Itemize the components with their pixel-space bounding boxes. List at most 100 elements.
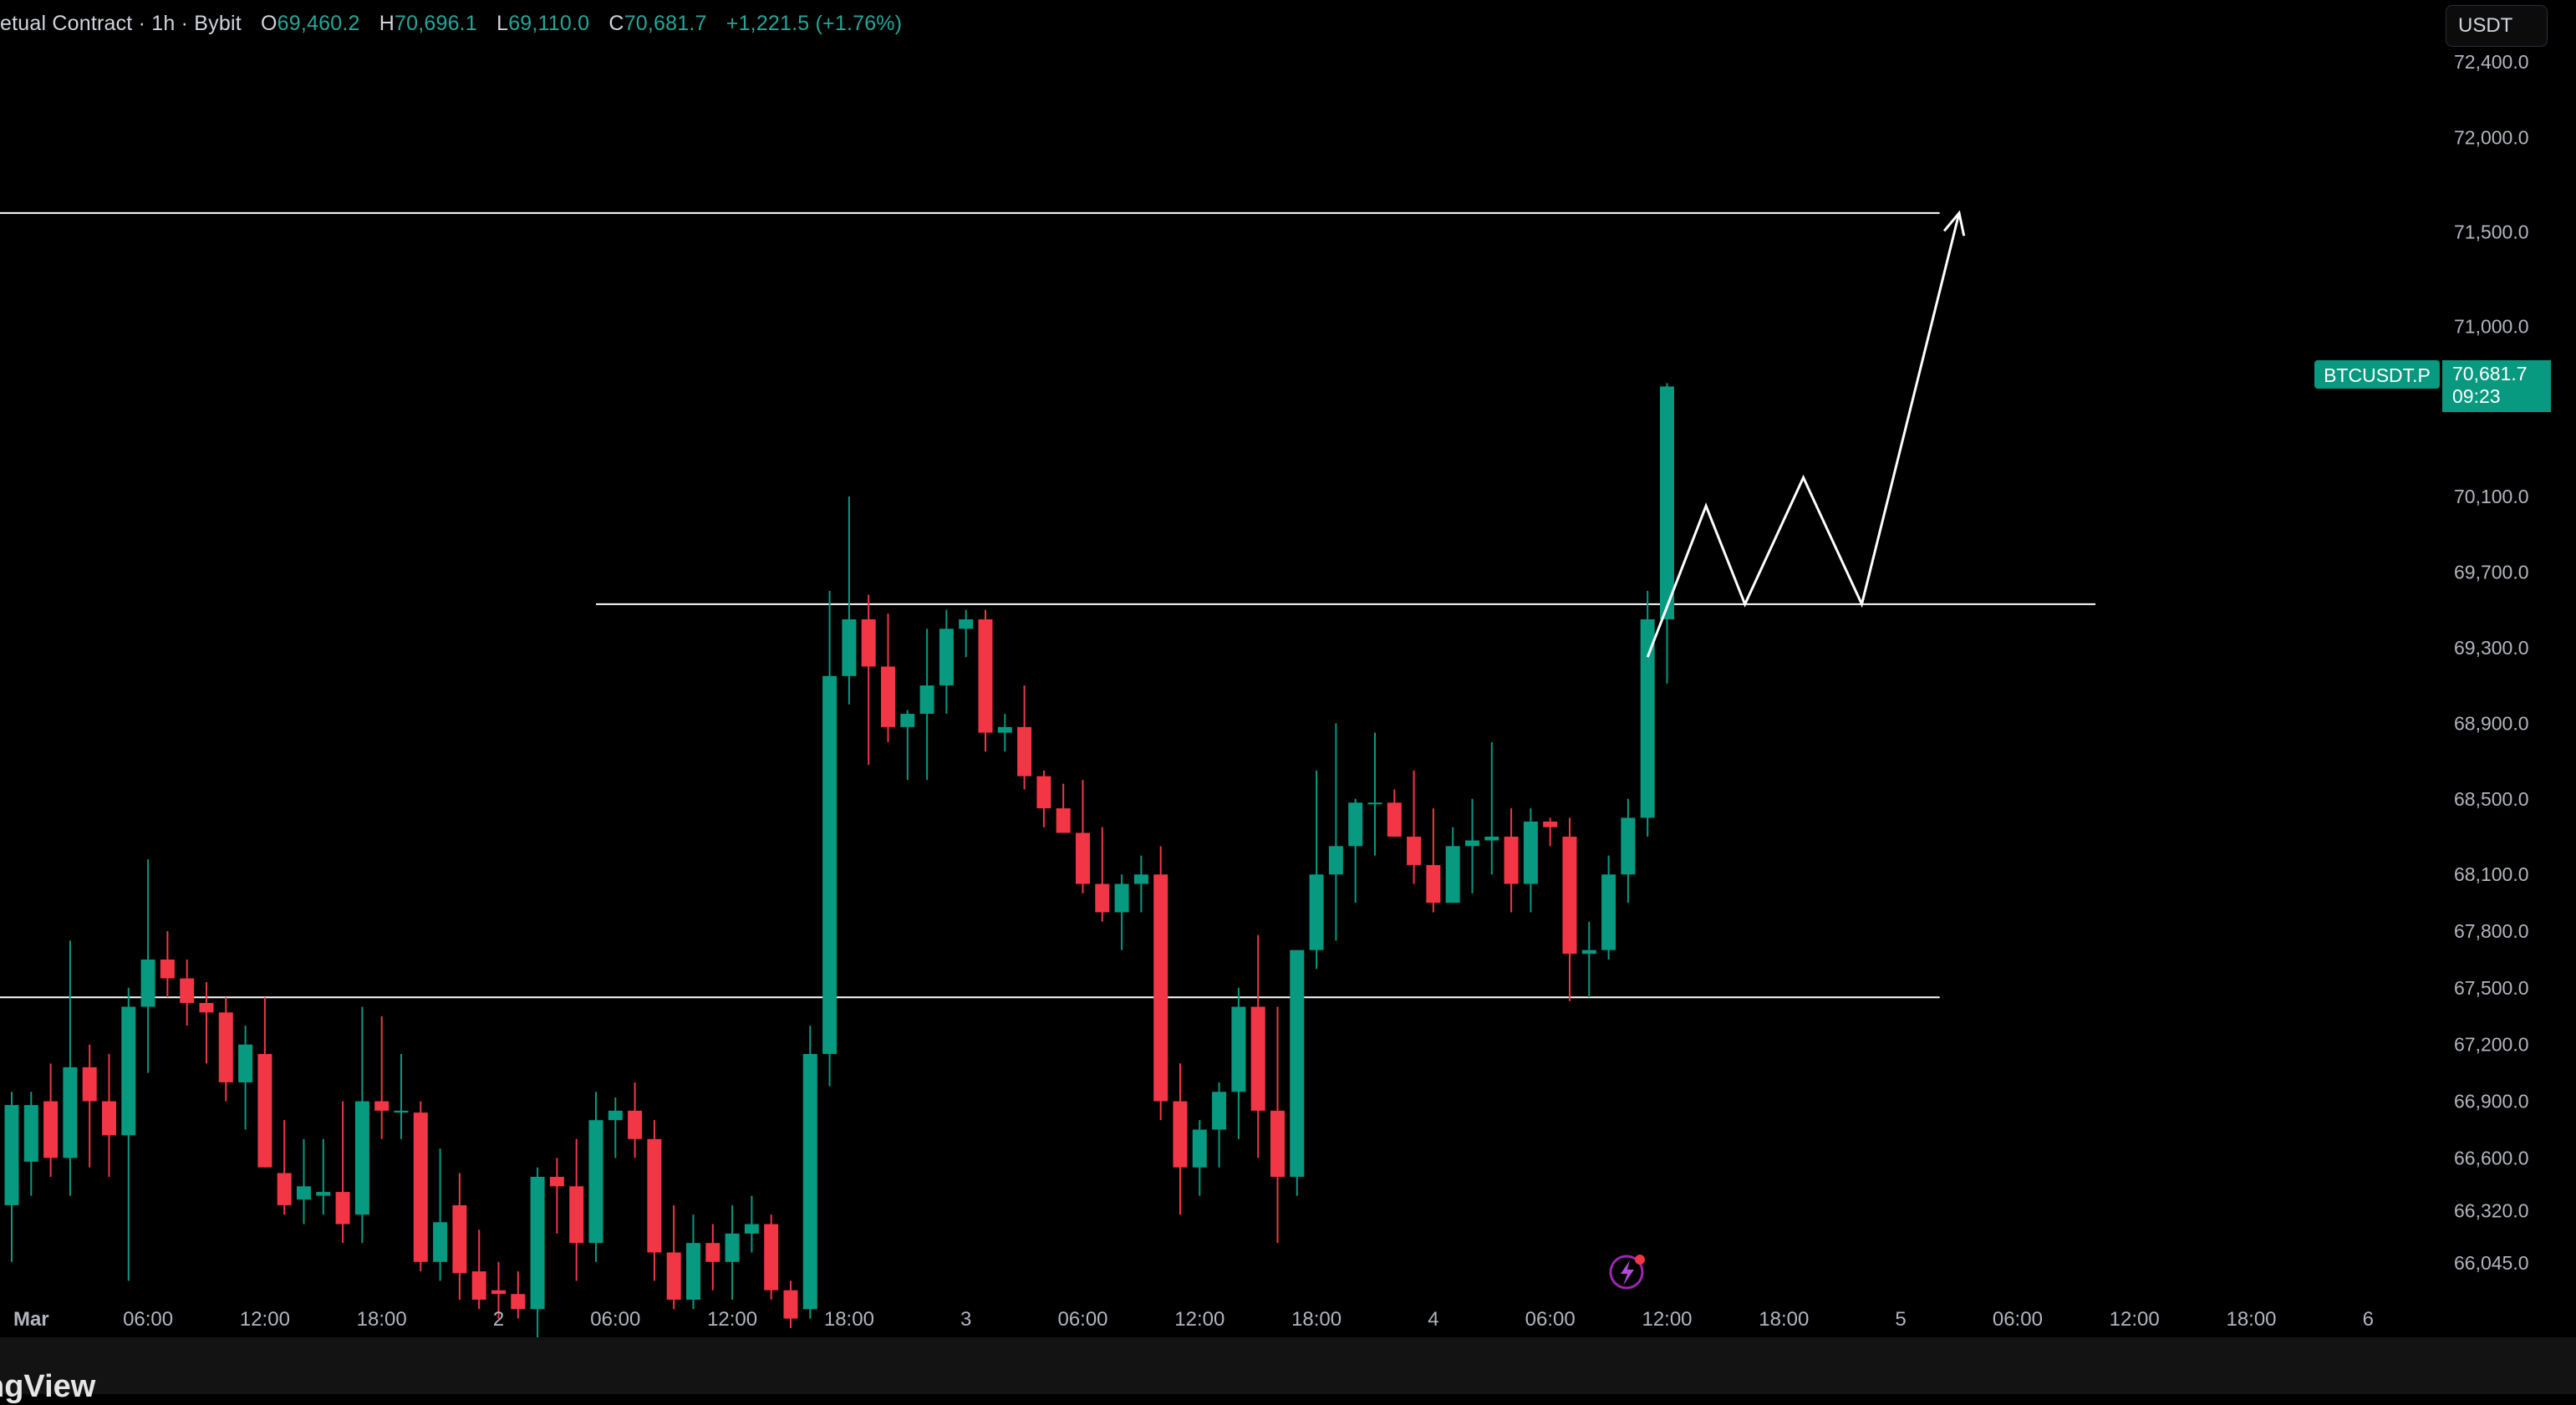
candle[interactable] bbox=[1484, 741, 1499, 875]
candle[interactable] bbox=[919, 629, 934, 781]
candle[interactable] bbox=[997, 714, 1012, 752]
candle[interactable] bbox=[354, 1006, 369, 1244]
candle[interactable] bbox=[394, 1054, 409, 1139]
candle[interactable] bbox=[1250, 934, 1265, 1158]
candle[interactable] bbox=[1407, 770, 1422, 884]
candle[interactable] bbox=[1309, 770, 1324, 970]
candle[interactable] bbox=[549, 1158, 564, 1234]
candle[interactable] bbox=[491, 1261, 506, 1319]
candle[interactable] bbox=[744, 1195, 759, 1253]
candle[interactable] bbox=[43, 1063, 59, 1178]
candle[interactable] bbox=[316, 1138, 331, 1215]
candle[interactable] bbox=[1114, 874, 1129, 950]
candle[interactable] bbox=[1076, 780, 1090, 893]
plot-area[interactable] bbox=[0, 210, 2096, 1337]
candle[interactable] bbox=[511, 1271, 526, 1319]
candle[interactable] bbox=[725, 1204, 740, 1300]
candle[interactable] bbox=[1192, 1120, 1207, 1196]
candle[interactable] bbox=[1290, 949, 1305, 1196]
candle[interactable] bbox=[121, 987, 136, 1281]
candle[interactable] bbox=[881, 613, 895, 742]
candle[interactable] bbox=[1465, 798, 1479, 893]
candle-body bbox=[1426, 864, 1441, 904]
candle-body bbox=[1095, 883, 1110, 913]
candle[interactable] bbox=[374, 1016, 389, 1139]
candle[interactable] bbox=[1153, 846, 1168, 1121]
candle-body bbox=[1076, 832, 1090, 884]
candle[interactable] bbox=[1543, 817, 1558, 847]
candle[interactable] bbox=[102, 1054, 116, 1178]
candle[interactable] bbox=[939, 609, 954, 715]
candle[interactable] bbox=[1445, 827, 1460, 904]
candle[interactable] bbox=[335, 1101, 350, 1244]
candle[interactable] bbox=[471, 1229, 486, 1310]
candle[interactable] bbox=[433, 1148, 448, 1281]
candle[interactable] bbox=[1348, 798, 1363, 904]
candle[interactable] bbox=[1212, 1082, 1227, 1168]
candle[interactable] bbox=[452, 1173, 467, 1301]
candle[interactable] bbox=[1367, 732, 1382, 856]
candle[interactable] bbox=[297, 1138, 311, 1224]
candle[interactable] bbox=[1173, 1063, 1188, 1215]
candle[interactable] bbox=[160, 931, 175, 998]
candle[interactable] bbox=[1270, 1006, 1285, 1244]
candle[interactable] bbox=[822, 591, 837, 1087]
candle[interactable] bbox=[1387, 789, 1402, 837]
candle[interactable] bbox=[861, 594, 876, 766]
candle[interactable] bbox=[530, 1167, 545, 1337]
candle[interactable] bbox=[413, 1101, 428, 1272]
candle[interactable] bbox=[900, 710, 915, 781]
candle[interactable] bbox=[82, 1044, 97, 1168]
candle[interactable] bbox=[1640, 591, 1655, 837]
currency-button[interactable]: USDT bbox=[2446, 5, 2548, 47]
candle[interactable] bbox=[783, 1280, 798, 1328]
y-tick-label: 70,100.0 bbox=[2454, 486, 2529, 507]
candle-body bbox=[1562, 837, 1577, 954]
candle-body bbox=[1231, 1006, 1246, 1092]
candle[interactable] bbox=[180, 959, 195, 1026]
symbol-title[interactable]: etual Contract · 1h · Bybit bbox=[0, 12, 242, 35]
candle[interactable] bbox=[959, 609, 974, 658]
candle[interactable] bbox=[1581, 921, 1596, 998]
candle[interactable] bbox=[842, 496, 857, 705]
candle[interactable] bbox=[1056, 783, 1071, 833]
candle-body bbox=[1250, 1006, 1265, 1111]
candle[interactable] bbox=[1095, 827, 1110, 922]
candle[interactable] bbox=[647, 1120, 662, 1281]
candle[interactable] bbox=[1017, 685, 1032, 790]
candle[interactable] bbox=[628, 1082, 643, 1158]
candle[interactable] bbox=[199, 982, 214, 1064]
candle[interactable] bbox=[1504, 808, 1519, 913]
candle[interactable] bbox=[1562, 817, 1577, 1001]
alert-icon[interactable] bbox=[1609, 1255, 1645, 1290]
candle[interactable] bbox=[686, 1214, 700, 1310]
candle[interactable] bbox=[257, 997, 272, 1168]
candle[interactable] bbox=[1660, 383, 1674, 684]
candle[interactable] bbox=[666, 1204, 681, 1310]
candle[interactable] bbox=[764, 1214, 779, 1300]
candle-body bbox=[413, 1112, 428, 1262]
candle[interactable] bbox=[23, 1092, 38, 1196]
candle[interactable] bbox=[1328, 723, 1343, 941]
x-tick-label: 06:00 bbox=[1993, 1308, 2043, 1331]
candle[interactable] bbox=[238, 1026, 253, 1130]
candle[interactable] bbox=[218, 997, 233, 1102]
candle[interactable] bbox=[608, 1097, 623, 1158]
candle[interactable] bbox=[140, 859, 155, 1073]
candle[interactable] bbox=[1601, 855, 1616, 960]
candle[interactable] bbox=[1231, 987, 1246, 1139]
candle[interactable] bbox=[802, 1026, 817, 1319]
candle[interactable] bbox=[588, 1092, 603, 1262]
candle[interactable] bbox=[1426, 808, 1441, 913]
candle[interactable] bbox=[1036, 770, 1051, 827]
candle[interactable] bbox=[978, 609, 993, 752]
candlestick-chart[interactable]: 72,400.0 72,000.0 71,500.0 71,000.0 70,100.0… bbox=[0, 0, 2576, 1337]
candle[interactable] bbox=[1523, 808, 1538, 913]
candle[interactable] bbox=[63, 940, 78, 1196]
candle[interactable] bbox=[1621, 798, 1636, 904]
candle[interactable] bbox=[569, 1138, 584, 1281]
candle[interactable] bbox=[1133, 855, 1148, 913]
candle[interactable] bbox=[277, 1120, 292, 1215]
candle[interactable] bbox=[4, 1092, 19, 1262]
candle[interactable] bbox=[705, 1224, 720, 1290]
